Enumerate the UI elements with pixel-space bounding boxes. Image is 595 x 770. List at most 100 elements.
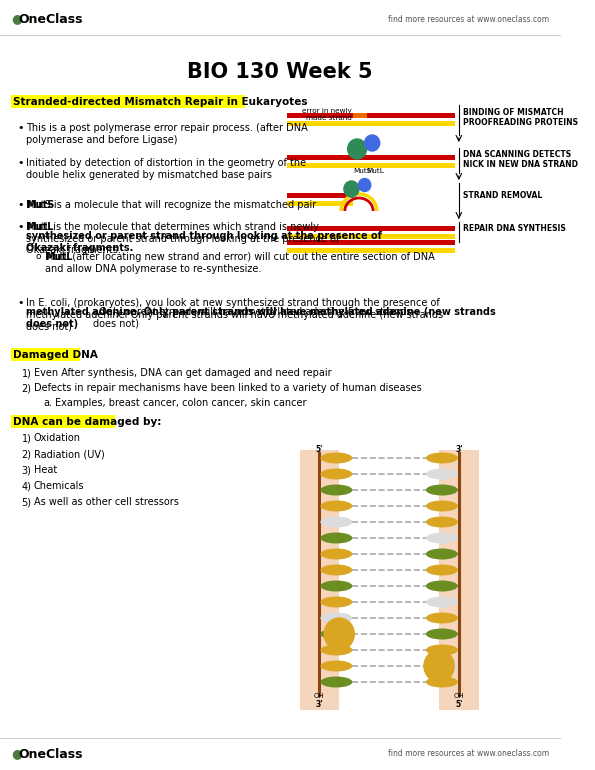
Text: OH: OH (453, 693, 464, 699)
Ellipse shape (320, 677, 352, 688)
Ellipse shape (426, 517, 458, 527)
Text: MutL: MutL (26, 222, 54, 232)
Text: ●: ● (11, 12, 22, 25)
Text: In E. coli, (prokaryotes), you look at new synthesized strand through the presen: In E. coli, (prokaryotes), you look at n… (26, 298, 443, 331)
Text: 5': 5' (455, 700, 462, 709)
Ellipse shape (426, 597, 458, 608)
Bar (300, 450, 339, 710)
Ellipse shape (320, 468, 352, 480)
Bar (287, 200, 353, 206)
Bar (287, 192, 353, 197)
Text: MutS is a molecule that will recognize the mismatched pair: MutS is a molecule that will recognize t… (26, 200, 317, 210)
Ellipse shape (426, 564, 458, 575)
Ellipse shape (320, 644, 352, 655)
Ellipse shape (426, 661, 458, 671)
Text: OH: OH (314, 693, 325, 699)
Text: Initiated by detection of distortion in the geometry of the
double helix generat: Initiated by detection of distortion in … (26, 158, 306, 179)
Text: Radiation (UV): Radiation (UV) (34, 449, 105, 459)
Text: Oxidation: Oxidation (34, 433, 81, 443)
Text: synthesized or parent strand through looking at the presence of
Okazaki fragment: synthesized or parent strand through loo… (26, 231, 382, 253)
Ellipse shape (320, 597, 352, 608)
Bar (287, 226, 455, 230)
Bar (287, 162, 455, 168)
Text: 3': 3' (315, 700, 323, 709)
Ellipse shape (320, 612, 352, 624)
Bar (287, 120, 353, 126)
Text: 3): 3) (21, 465, 32, 475)
Ellipse shape (426, 612, 458, 624)
Ellipse shape (426, 500, 458, 511)
Ellipse shape (426, 581, 458, 591)
Ellipse shape (320, 548, 352, 560)
Ellipse shape (347, 139, 367, 159)
Text: o: o (36, 252, 41, 261)
Text: REPAIR DNA SYNTHESIS: REPAIR DNA SYNTHESIS (463, 224, 565, 233)
Text: MutL: MutL (367, 168, 384, 174)
Ellipse shape (320, 533, 352, 544)
Text: a.: a. (43, 398, 52, 408)
Text: •: • (17, 298, 23, 308)
Ellipse shape (359, 179, 371, 192)
Text: Stranded-directed Mismatch Repair in Eukaryotes: Stranded-directed Mismatch Repair in Euk… (13, 96, 308, 106)
Bar (353, 112, 367, 118)
Text: Damaged DNA: Damaged DNA (13, 350, 98, 360)
Text: 1): 1) (21, 433, 32, 443)
Text: DNA SCANNING DETECTS
NICK IN NEW DNA STRAND: DNA SCANNING DETECTS NICK IN NEW DNA STR… (463, 150, 578, 169)
Bar (439, 450, 478, 710)
Text: BIO 130 Week 5: BIO 130 Week 5 (187, 62, 372, 82)
Bar (367, 112, 455, 118)
Ellipse shape (320, 661, 352, 671)
Text: error in newly
made strand: error in newly made strand (302, 108, 352, 121)
Text: Heat: Heat (34, 465, 57, 475)
Ellipse shape (365, 135, 380, 151)
Bar (287, 233, 455, 239)
Text: OneClass: OneClass (19, 12, 83, 25)
Text: 5): 5) (21, 497, 32, 507)
Bar (11, 415, 115, 428)
Text: 1): 1) (21, 368, 32, 378)
Text: 2): 2) (21, 383, 32, 393)
Text: . Only parent strands will have methylated adenine (new strands
does not): . Only parent strands will have methylat… (93, 307, 412, 329)
Text: 3': 3' (455, 445, 463, 454)
Text: •: • (17, 222, 23, 232)
Text: Examples, breast cancer, colon cancer, skin cancer: Examples, breast cancer, colon cancer, s… (55, 398, 306, 408)
Ellipse shape (426, 533, 458, 544)
Text: 5': 5' (316, 445, 323, 454)
Ellipse shape (320, 500, 352, 511)
Ellipse shape (426, 453, 458, 464)
Ellipse shape (320, 484, 352, 496)
Text: Defects in repair mechanisms have been linked to a variety of human diseases: Defects in repair mechanisms have been l… (34, 383, 422, 393)
Text: methylated adenine. Only parent strands will have methylated adenine (new strand: methylated adenine. Only parent strands … (26, 307, 496, 329)
Ellipse shape (426, 468, 458, 480)
Ellipse shape (320, 453, 352, 464)
Ellipse shape (426, 628, 458, 640)
Ellipse shape (320, 628, 352, 640)
Text: 4): 4) (21, 481, 32, 491)
Text: Chemicals: Chemicals (34, 481, 84, 491)
Text: MutL: MutL (45, 252, 73, 262)
Text: OneClass: OneClass (19, 748, 83, 761)
Text: •: • (17, 200, 23, 210)
Text: As well as other cell stressors: As well as other cell stressors (34, 497, 178, 507)
Ellipse shape (426, 644, 458, 655)
Bar (11, 95, 245, 108)
Text: MutL is the molecule that determines which strand is newly
synthesized or parent: MutL is the molecule that determines whi… (26, 222, 340, 255)
Text: STRAND REMOVAL: STRAND REMOVAL (463, 191, 542, 200)
Text: •: • (17, 158, 23, 168)
Ellipse shape (320, 581, 352, 591)
Text: MutS: MutS (353, 168, 372, 174)
Circle shape (424, 650, 454, 682)
Bar (11, 348, 80, 361)
Ellipse shape (320, 517, 352, 527)
Text: DNA can be damaged by:: DNA can be damaged by: (13, 417, 162, 427)
Text: find more resources at www.oneclass.com: find more resources at www.oneclass.com (388, 749, 549, 758)
Ellipse shape (426, 484, 458, 496)
Ellipse shape (320, 564, 352, 575)
Bar (287, 239, 455, 245)
Bar (287, 112, 353, 118)
Text: Even After synthesis, DNA can get damaged and need repair: Even After synthesis, DNA can get damage… (34, 368, 331, 378)
Text: BINDING OF MISMATCH
PROOFREADING PROTEINS: BINDING OF MISMATCH PROOFREADING PROTEIN… (463, 108, 578, 127)
Text: ●: ● (11, 748, 22, 761)
Bar (287, 155, 455, 159)
Ellipse shape (344, 181, 359, 197)
